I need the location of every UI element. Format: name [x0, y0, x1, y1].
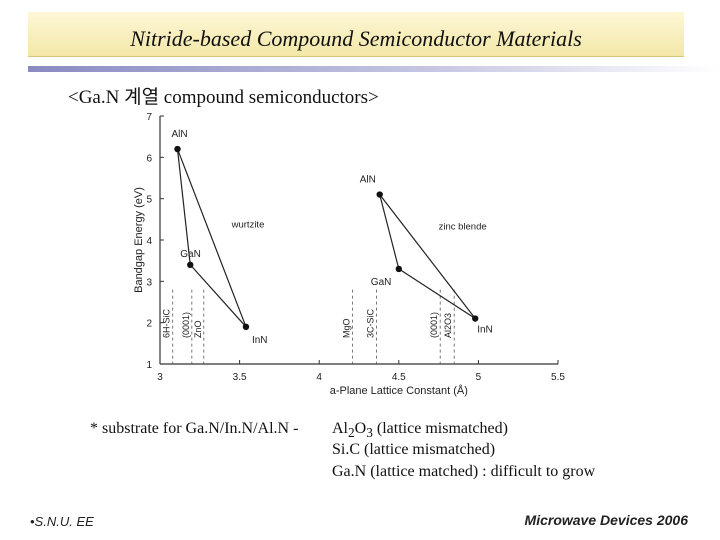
series-name-0: wurtzite: [231, 220, 265, 231]
footer-left: •S.N.U. EE: [30, 514, 94, 529]
title-underline: [28, 66, 720, 72]
y-tick-label-4: 5: [146, 195, 152, 206]
x-tick-label-0: 3: [157, 372, 163, 383]
substrate-note-line-1: Al2O3 (lattice mismatched): [332, 420, 508, 441]
y-tick-label-0: 1: [146, 360, 152, 371]
note-al: Al: [332, 420, 348, 437]
footer-right: Microwave Devices 2006: [524, 512, 688, 528]
data-point-1-1: [395, 265, 402, 273]
data-point-0-0: [174, 145, 181, 153]
note-sub-3: 3: [366, 425, 373, 441]
substrate-label-0: 6H-SiC: [162, 308, 172, 338]
data-point-0-2: [242, 323, 250, 330]
x-axis-label: a-Plane Lattice Constant (Å): [330, 384, 468, 397]
series-name-1: zinc blende: [439, 222, 487, 233]
substrate-label-1: (0001): [181, 312, 191, 338]
x-tick-label-3: 4.5: [392, 372, 406, 383]
note-mismatch-1: (lattice mismatched): [372, 420, 508, 437]
substrate-note-line-3: Ga.N (lattice matched) : difficult to gr…: [332, 463, 596, 480]
substrate-label-6: Al2O3: [443, 313, 453, 338]
note-sub-2: 2: [348, 425, 355, 441]
x-tick-label-1: 3.5: [233, 372, 247, 383]
series-outline-1: [379, 194, 476, 320]
substrate-label-3: 3C-SiC: [366, 308, 376, 338]
title-bar: Nitride-based Compound Semiconductor Mat…: [28, 12, 684, 56]
data-point-0-1: [187, 261, 194, 268]
y-tick-label-5: 6: [146, 153, 152, 164]
note-o: O: [354, 420, 367, 437]
bandgap-chart: 1 2 3 4 5 6 7 3 3.5 4 4.5 5 5.5 a-Plane Lattice Const…: [133, 112, 565, 397]
data-point-1-0: [376, 191, 383, 198]
y-tick-label-2: 3: [146, 277, 152, 288]
point-label-0-1: GaN: [180, 249, 201, 260]
x-tick-label-5: 5.5: [551, 372, 565, 383]
point-label-0-0: AlN: [172, 129, 188, 140]
slide-title: Nitride-based Compound Semiconductor Mat…: [130, 26, 582, 51]
substrate-note-prefix: * substrate for Ga.N/In.N/Al.N -: [90, 420, 299, 437]
slide-subtitle: <Ga.N 계열 compound semiconductors>: [68, 87, 379, 108]
point-label-1-0: AlN: [360, 175, 376, 186]
y-tick-label-3: 4: [146, 236, 152, 247]
substrate-label-5: (0001): [429, 312, 439, 338]
substrate-label-2: ZnO: [193, 320, 203, 338]
substrate-label-4: MgO: [342, 318, 352, 338]
point-label-1-1: GaN: [371, 277, 392, 288]
y-tick-label-1: 2: [146, 319, 152, 330]
substrate-note-line-2: Si.C (lattice mismatched): [332, 441, 496, 458]
series-outline-0: [176, 148, 247, 328]
point-label-1-2: InN: [477, 325, 493, 336]
y-tick-label-6: 7: [146, 112, 152, 123]
point-label-0-2: InN: [252, 335, 268, 346]
data-point-1-2: [472, 315, 479, 322]
x-tick-label-4: 5: [476, 372, 482, 383]
y-axis-label: Bandgap Energy (eV): [133, 187, 145, 293]
x-tick-label-2: 4: [316, 372, 322, 383]
